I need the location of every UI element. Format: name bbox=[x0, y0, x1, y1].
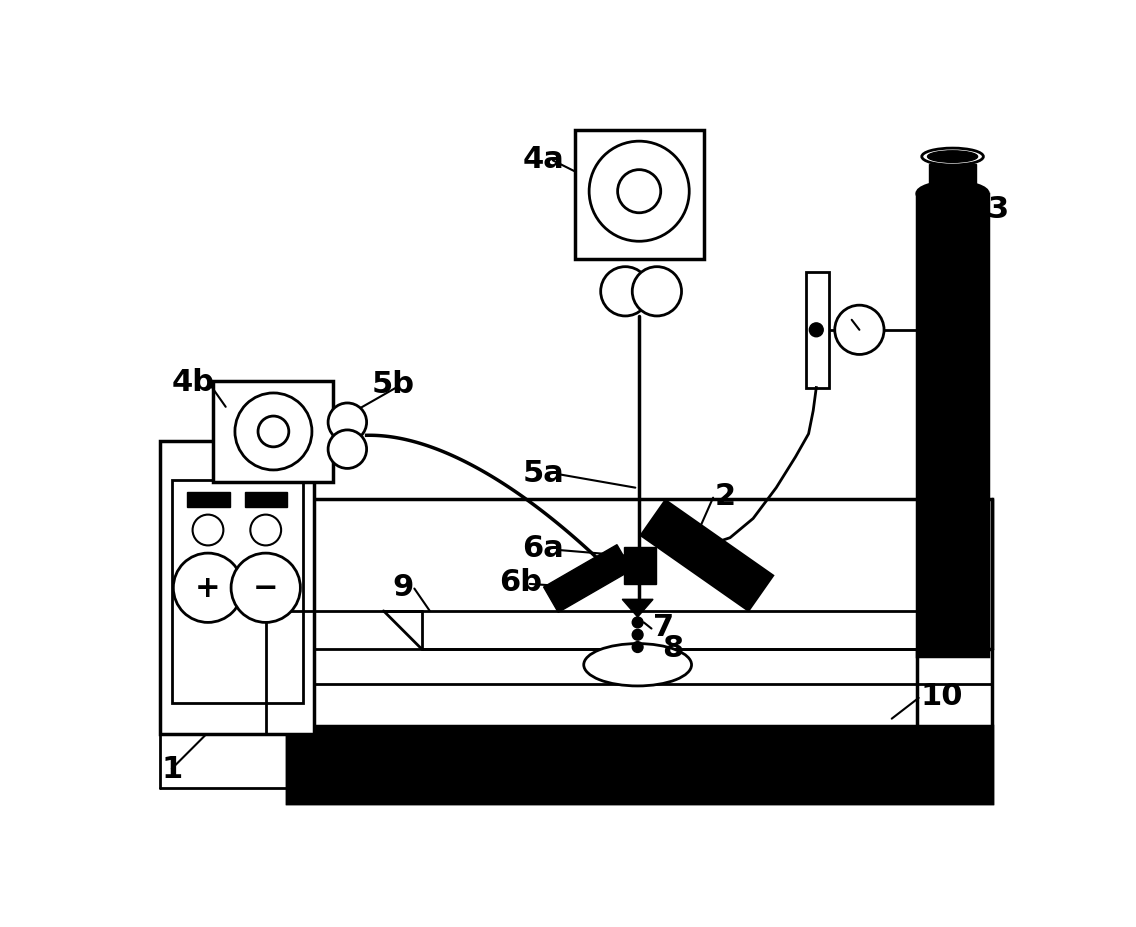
Circle shape bbox=[618, 171, 661, 213]
Bar bbox=[287, 500, 992, 804]
Text: 2: 2 bbox=[715, 481, 736, 510]
Bar bbox=[187, 492, 229, 507]
Circle shape bbox=[633, 642, 643, 653]
Bar bbox=[624, 547, 657, 584]
Bar bbox=[287, 727, 992, 804]
Bar bbox=[805, 273, 828, 388]
Text: +: + bbox=[195, 574, 220, 603]
Ellipse shape bbox=[928, 152, 978, 163]
Text: 5a: 5a bbox=[523, 458, 563, 488]
Circle shape bbox=[809, 324, 824, 337]
Text: 9: 9 bbox=[393, 572, 415, 601]
Text: 3: 3 bbox=[988, 196, 1009, 224]
Bar bbox=[245, 492, 287, 507]
Ellipse shape bbox=[917, 183, 988, 206]
Circle shape bbox=[633, 267, 682, 317]
Polygon shape bbox=[623, 600, 653, 617]
Circle shape bbox=[328, 430, 367, 469]
Text: 10: 10 bbox=[921, 681, 963, 710]
Polygon shape bbox=[544, 545, 632, 613]
Bar bbox=[212, 382, 334, 482]
Text: 4a: 4a bbox=[523, 145, 563, 173]
Circle shape bbox=[328, 403, 367, 442]
Bar bbox=[160, 442, 315, 734]
Text: 4b: 4b bbox=[172, 367, 215, 397]
Bar bbox=[575, 131, 704, 260]
Circle shape bbox=[174, 553, 243, 623]
Circle shape bbox=[235, 394, 312, 470]
Text: 7: 7 bbox=[653, 612, 674, 641]
Ellipse shape bbox=[921, 149, 984, 166]
Text: 1: 1 bbox=[161, 755, 183, 783]
Text: −: − bbox=[253, 574, 278, 603]
Bar bbox=[917, 195, 988, 655]
Bar bbox=[929, 165, 977, 195]
Circle shape bbox=[601, 267, 650, 317]
Circle shape bbox=[193, 515, 224, 546]
Circle shape bbox=[250, 515, 281, 546]
Polygon shape bbox=[641, 501, 772, 611]
Circle shape bbox=[590, 142, 690, 242]
Circle shape bbox=[835, 306, 884, 355]
Ellipse shape bbox=[584, 644, 692, 686]
Circle shape bbox=[633, 629, 643, 641]
Circle shape bbox=[231, 553, 300, 623]
Text: 6a: 6a bbox=[523, 534, 563, 563]
Text: 8: 8 bbox=[662, 634, 684, 663]
Circle shape bbox=[633, 617, 643, 629]
Circle shape bbox=[258, 416, 289, 448]
Text: 6b: 6b bbox=[499, 567, 542, 596]
Bar bbox=[172, 480, 302, 704]
Text: 5b: 5b bbox=[371, 370, 415, 399]
